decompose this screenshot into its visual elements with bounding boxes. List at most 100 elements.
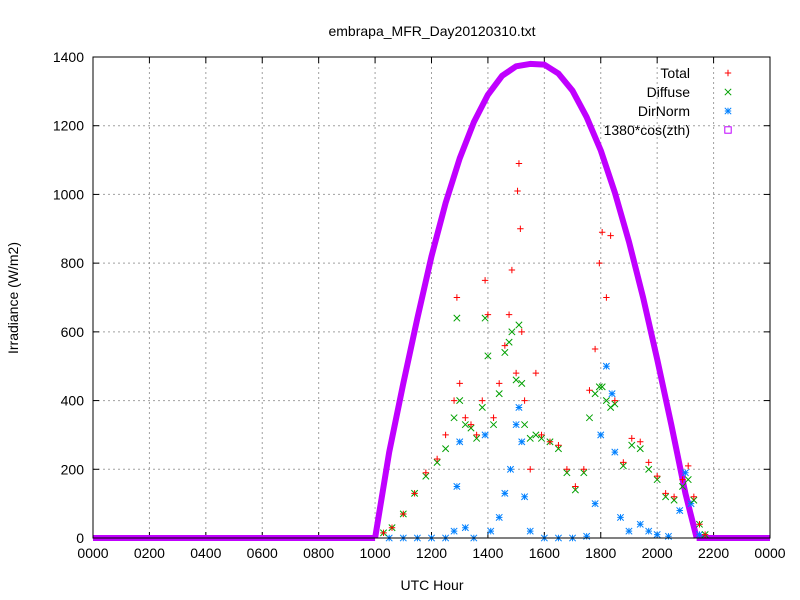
data-point [597,431,605,439]
data-point [580,466,588,473]
data-point [679,476,686,483]
data-point [563,466,571,473]
y-tick-label: 1400 [53,49,84,65]
data-point [591,390,599,398]
data-point [598,383,606,391]
data-point [676,506,684,515]
data-point [481,277,489,284]
data-point [616,513,625,521]
data-point [695,531,704,539]
data-point [662,493,670,501]
data-point [532,431,540,439]
data-point [388,524,396,531]
data-point [512,421,520,429]
data-point [380,529,387,537]
data-point [645,527,653,535]
data-point [496,380,503,387]
data-point [653,476,661,484]
data-point [518,328,525,336]
data-point [400,510,407,518]
x-tick-label: 2200 [698,545,729,561]
data-point [701,531,709,538]
data-point [450,414,458,422]
data-point [453,482,461,491]
data-point [603,294,610,301]
data-point [481,314,489,322]
data-point [478,403,486,411]
x-tick-label: 1600 [529,545,560,561]
data-point [563,469,571,477]
x-tick-label: 0600 [247,545,278,561]
data-point [456,397,464,405]
plot-frame [92,56,771,539]
data-point [422,469,430,476]
data-point [607,403,615,411]
chart-title: embrapa_MFR_Day20120310.txt [328,23,535,39]
x-tick-label: 1200 [416,545,447,561]
data-point [583,532,591,540]
data-point [554,445,562,453]
data-point [462,414,469,421]
y-tick-label: 800 [61,255,85,271]
data-point [467,424,475,432]
legend-label: Diffuse [647,84,691,100]
data-point [515,403,523,411]
data-point [508,328,516,336]
data-point [501,342,509,349]
data-point [526,527,534,535]
data-point [456,380,463,387]
data-point [602,397,610,405]
data-point [636,520,644,528]
data-point [608,390,616,398]
data-point [473,434,481,442]
data-point [662,490,669,497]
x-tick-label: 0800 [303,545,334,561]
data-point [442,431,449,439]
data-point [461,524,469,532]
data-point [602,362,610,370]
data-point [611,400,619,408]
data-point [521,493,529,501]
data-point [490,421,498,429]
data-point [636,445,644,453]
data-point [653,531,661,539]
data-point [450,397,458,404]
data-point [611,397,619,404]
data-point [670,493,678,500]
data-point [484,352,492,360]
legend-label: Total [660,65,690,81]
data-point [679,482,687,491]
legend-marker [724,107,732,115]
y-tick-label: 600 [61,324,85,340]
data-point [555,442,562,449]
data-point [538,431,545,439]
data-point [521,421,529,429]
data-point [515,160,523,167]
legend-marker [724,69,732,77]
data-point [572,483,579,490]
data-point [607,232,614,239]
x-tick-label: 1800 [585,545,616,561]
data-point [696,521,703,528]
data-point [684,476,692,484]
data-point [518,438,526,446]
data-point [595,383,603,391]
data-point [596,259,603,267]
data-point [645,459,652,466]
cosine-curve [372,60,700,539]
data-point [514,187,521,195]
data-point [526,434,534,442]
data-point [433,455,441,463]
x-tick-label: 0000 [754,545,785,561]
x-tick-label: 1400 [472,545,503,561]
grid [93,57,770,538]
data-point [619,462,627,470]
data-point [505,311,513,318]
data-point [585,414,594,422]
data-point [645,465,653,473]
data-point [684,462,692,470]
data-point [625,527,633,535]
data-point [591,500,599,508]
legend-label: DirNorm [638,103,690,119]
legend: Total Diffuse DirNorm 1380*cos(zth) [604,65,732,138]
